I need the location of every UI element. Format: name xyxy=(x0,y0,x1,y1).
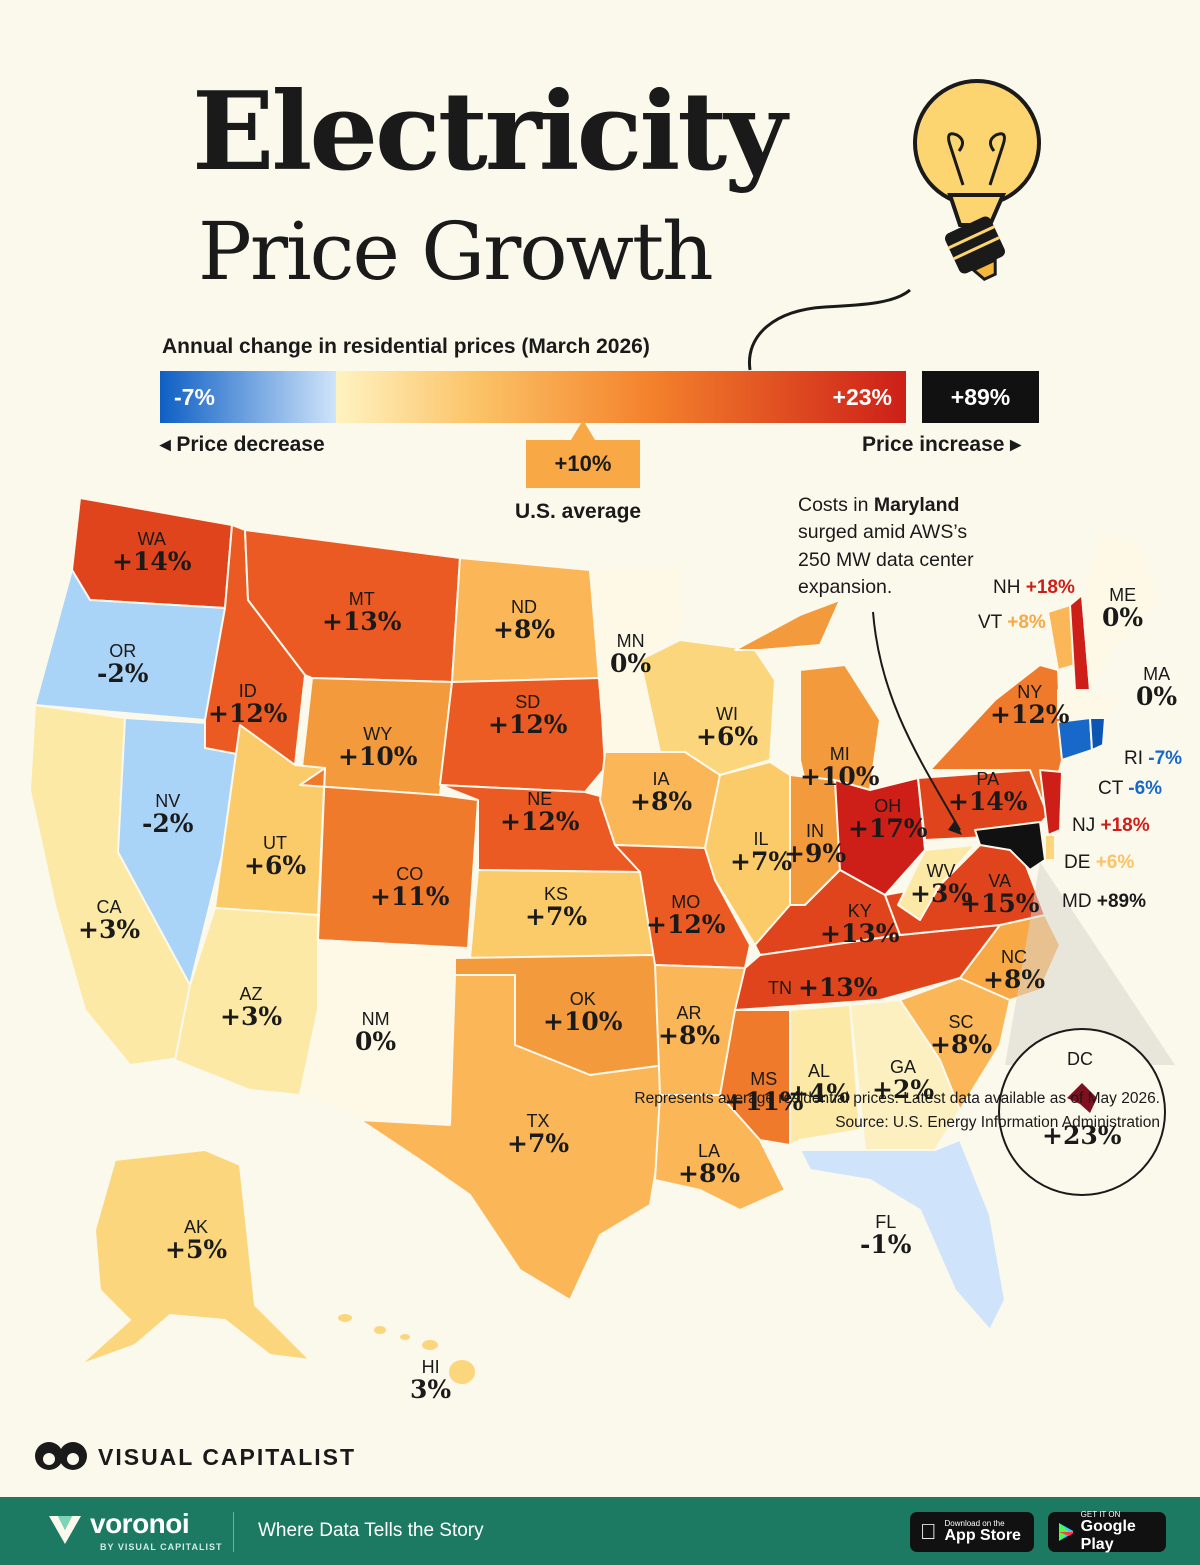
average-label: U.S. average xyxy=(515,500,642,523)
label-nj: NJ +18% xyxy=(1072,815,1150,836)
label-nd: ND +8% xyxy=(493,597,556,644)
label-mo: MO +12% xyxy=(646,892,726,939)
label-ms: MS +11% xyxy=(724,1069,804,1116)
label-ga: GA +2% xyxy=(872,1057,935,1104)
label-or: OR -2% xyxy=(97,641,149,688)
google-play-button[interactable]: GET IT ON Google Play xyxy=(1048,1510,1166,1553)
title-line-1: Electricity xyxy=(192,69,787,195)
label-wv: WV +3% xyxy=(910,861,973,908)
state-al xyxy=(789,1004,861,1146)
voronoi-wordmark: voronoi xyxy=(90,1508,190,1539)
label-pa: PA +14% xyxy=(948,769,1028,816)
state-fl xyxy=(799,1139,1006,1331)
state-sd xyxy=(439,677,606,793)
label-mn: MN 0% xyxy=(610,631,652,678)
label-dc: DC +23% xyxy=(1042,1049,1122,1150)
state-ak xyxy=(79,1149,311,1366)
us-map xyxy=(29,497,1175,1386)
lightbulb-icon xyxy=(747,79,1041,371)
label-wy: WY +10% xyxy=(338,724,418,771)
bar-divider xyxy=(233,1512,234,1552)
legend-negative-bar: -7% xyxy=(160,371,336,423)
label-ar: AR +8% xyxy=(658,1003,721,1050)
google-play-icon xyxy=(1059,1523,1073,1541)
label-ct: CT -6% xyxy=(1098,778,1163,799)
state-hi xyxy=(336,1312,477,1386)
source-note: Source: U.S. Energy Information Administ… xyxy=(835,1114,1160,1131)
label-la: LA +8% xyxy=(678,1141,741,1188)
label-co: CO +11% xyxy=(370,864,450,911)
label-ma: MA 0% xyxy=(1136,664,1178,711)
label-sd: SD +12% xyxy=(488,692,568,739)
label-hi: HI 3% xyxy=(410,1357,452,1404)
label-ks: KS +7% xyxy=(525,884,588,931)
visual-capitalist-wordmark: VISUAL CAPITALIST xyxy=(98,1444,357,1470)
legend-outlier-box: +89% xyxy=(922,371,1039,423)
price-decrease-label: ◂ Price decrease xyxy=(160,433,325,456)
label-me: ME 0% xyxy=(1102,585,1144,632)
label-wa: WA +14% xyxy=(112,529,192,576)
label-ia: IA +8% xyxy=(630,769,693,816)
state-tx xyxy=(359,974,666,1301)
label-nm: NM 0% xyxy=(355,1009,397,1056)
legend-max-label: +23% xyxy=(832,383,892,410)
label-ut: UT +6% xyxy=(244,833,307,880)
state-md xyxy=(974,821,1046,871)
label-il: IL +7% xyxy=(730,829,793,876)
label-ny: NY +12% xyxy=(990,682,1070,729)
average-value-box: +10% xyxy=(526,440,640,488)
label-ne: NE +12% xyxy=(500,789,580,836)
label-in: IN +9% xyxy=(784,821,847,868)
label-tx: TX +7% xyxy=(507,1111,570,1158)
label-mt: MT +13% xyxy=(322,589,402,636)
label-al: AL +4% xyxy=(788,1061,851,1108)
label-id: ID +12% xyxy=(208,681,288,728)
dc-callout-circle xyxy=(998,1028,1166,1196)
label-ky: KY +13% xyxy=(820,901,900,948)
label-ri: RI -7% xyxy=(1124,748,1183,769)
chart-subtitle: Annual change in residential prices (Mar… xyxy=(162,335,650,358)
voronoi-byline: BY VISUAL CAPITALIST xyxy=(100,1542,223,1552)
legend-positive-bar: +23% xyxy=(336,371,906,423)
label-tn: TN +13% xyxy=(768,973,878,1002)
label-ca: CA +3% xyxy=(78,897,141,944)
label-md: MD +89% xyxy=(1062,891,1146,912)
maryland-annotation: Costs in Maryland surged amid AWS’s 250 … xyxy=(798,494,974,598)
state-de xyxy=(1044,834,1056,861)
label-fl: FL -1% xyxy=(860,1212,912,1259)
label-nc: NC +8% xyxy=(983,947,1046,994)
label-va: VA +15% xyxy=(960,871,1040,918)
label-ak: AK +5% xyxy=(165,1217,228,1264)
label-vt: VT +8% xyxy=(978,612,1046,633)
footnote: Represents average residential prices. L… xyxy=(634,1090,1160,1107)
title-line-2: Price Growth xyxy=(198,205,714,298)
label-nv: NV -2% xyxy=(142,791,194,838)
state-wv xyxy=(897,844,976,921)
label-nh: NH +18% xyxy=(993,577,1075,598)
label-sc: SC +8% xyxy=(930,1012,993,1059)
voronoi-tagline: Where Data Tells the Story xyxy=(258,1520,484,1541)
label-oh: OH +17% xyxy=(848,796,928,843)
state-ms xyxy=(719,1009,791,1146)
label-de: DE +6% xyxy=(1064,852,1135,873)
legend-outlier-label: +89% xyxy=(950,383,1011,410)
label-ok: OK +10% xyxy=(543,989,623,1036)
average-pointer xyxy=(571,420,595,440)
state-ri xyxy=(1089,717,1106,751)
dc-shape xyxy=(1067,1083,1097,1113)
state-ma xyxy=(1057,689,1121,719)
voronoi-logo-icon xyxy=(49,1516,81,1544)
visual-capitalist-logo-icon xyxy=(35,1442,87,1470)
label-mi: MI +10% xyxy=(800,744,880,791)
legend-min-label: -7% xyxy=(174,383,215,410)
apple-icon:  xyxy=(920,1519,937,1545)
state-nj xyxy=(1039,769,1063,836)
label-wi: WI +6% xyxy=(696,704,759,751)
state-co xyxy=(299,767,479,949)
label-az: AZ +3% xyxy=(220,984,283,1031)
price-increase-label: Price increase ▸ xyxy=(862,433,1021,456)
